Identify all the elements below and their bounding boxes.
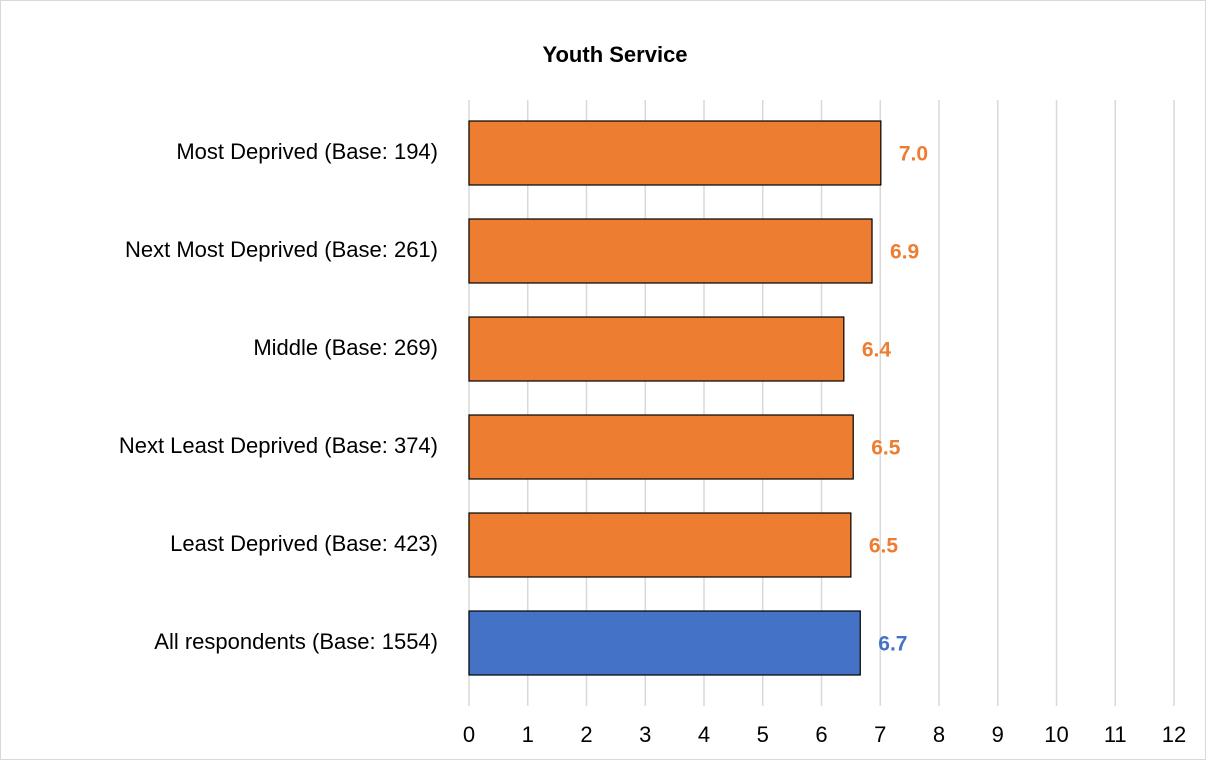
bar [468, 512, 852, 578]
y-tick-label: All respondents (Base: 1554) [154, 629, 438, 654]
x-tick-label: 0 [463, 722, 475, 747]
value-label: 6.4 [862, 339, 892, 362]
x-tick-label: 4 [698, 722, 710, 747]
x-tick-label: 9 [992, 722, 1004, 747]
x-tick-label: 3 [639, 722, 651, 747]
y-tick-label: Next Most Deprived (Base: 261) [125, 237, 438, 262]
bar [468, 610, 861, 676]
x-tick-label: 7 [874, 722, 886, 747]
value-label: 6.7 [878, 633, 907, 656]
bar [468, 316, 845, 382]
chart-title: Youth Service [542, 42, 687, 67]
x-tick-label: 5 [757, 722, 769, 747]
value-label: 7.0 [899, 143, 928, 166]
x-tick-label: 6 [815, 722, 827, 747]
value-label: 6.5 [871, 437, 901, 460]
x-tick-label: 12 [1162, 722, 1186, 747]
x-tick-label: 8 [933, 722, 945, 747]
y-tick-label: Least Deprived (Base: 423) [170, 531, 438, 556]
x-tick-label: 1 [522, 722, 534, 747]
x-tick-label: 11 [1104, 722, 1127, 747]
value-label: 6.5 [869, 535, 899, 558]
value-label: 6.9 [890, 241, 919, 264]
bar [468, 218, 873, 284]
y-tick-label: Middle (Base: 269) [253, 335, 438, 360]
bar [468, 120, 882, 186]
bar [468, 414, 854, 480]
y-tick-label: Next Least Deprived (Base: 374) [119, 433, 438, 458]
y-tick-label: Most Deprived (Base: 194) [176, 139, 438, 164]
x-tick-label: 2 [580, 722, 592, 747]
x-tick-label: 10 [1044, 722, 1068, 747]
